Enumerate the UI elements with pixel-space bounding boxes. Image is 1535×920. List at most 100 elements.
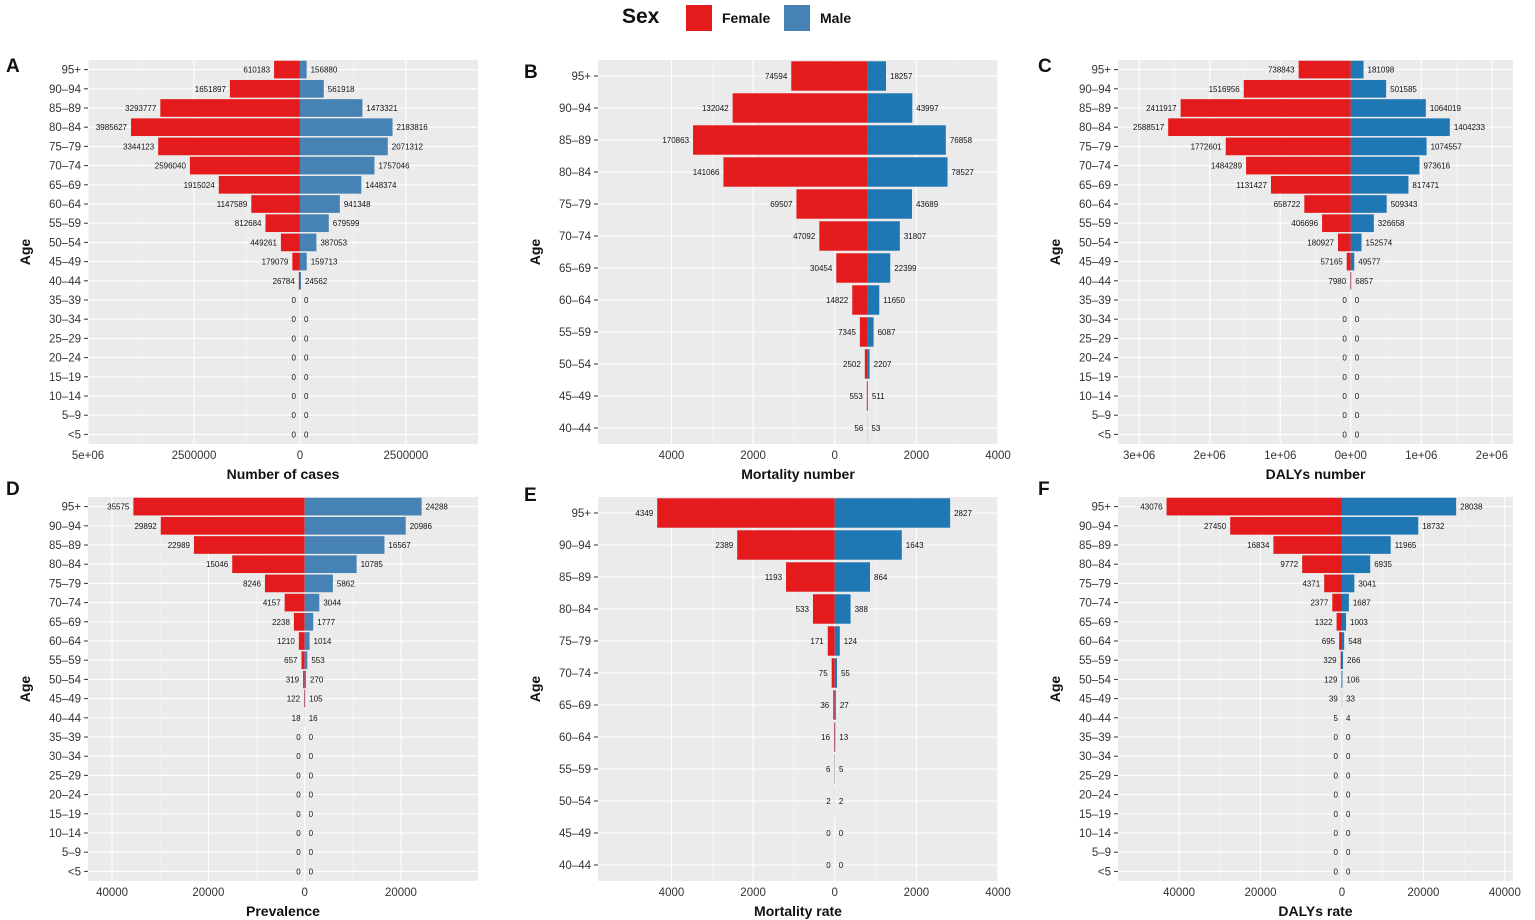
data-label-female-85-89: 22989 xyxy=(168,541,191,550)
y-tick-label-75-79: 75–79 xyxy=(559,199,591,211)
data-label-male-90-94: 43997 xyxy=(916,104,939,113)
bar-female-80-84 xyxy=(812,594,835,624)
data-label-female-55-59: 329 xyxy=(1323,656,1337,665)
x-tick-label: 4000 xyxy=(985,450,1011,462)
data-label-female-5: 0 xyxy=(1342,430,1347,439)
data-label-female-60-64: 14822 xyxy=(826,296,849,305)
data-label-male-70-74: 3044 xyxy=(323,599,341,608)
bar-female-40-44 xyxy=(298,271,300,290)
y-axis-title: Age xyxy=(17,239,33,266)
data-label-male-25-29: 0 xyxy=(304,334,309,343)
data-label-male-90-94: 20986 xyxy=(410,522,433,531)
data-label-male-50-54: 152574 xyxy=(1366,238,1393,247)
x-axis-title: DALYs rate xyxy=(1278,903,1352,919)
data-label-male-60-64: 11650 xyxy=(883,296,905,305)
x-tick-label: 2000 xyxy=(740,450,766,462)
chart-panel-f: 40000 20000 0 20000 4000095+90–9485–8980–847… xyxy=(1038,479,1521,919)
bar-female-55-59 xyxy=(301,651,305,670)
data-label-male-40-44: 24562 xyxy=(305,277,328,286)
y-tick-label-5: <5 xyxy=(68,866,81,878)
bar-female-45-49 xyxy=(304,689,305,708)
panel-tag: D xyxy=(6,479,20,500)
bar-male-90-94 xyxy=(1341,516,1419,535)
y-tick-label-95: 95+ xyxy=(571,508,591,520)
bar-female-85-89 xyxy=(160,99,300,117)
bar-female-50-54 xyxy=(1341,670,1342,689)
data-label-male-20-24: 0 xyxy=(1355,354,1360,363)
y-tick-label-60-64: 60–64 xyxy=(1079,199,1112,211)
y-tick-label-65-69: 65–69 xyxy=(559,700,591,712)
x-tick-label: 4000 xyxy=(659,887,685,899)
bar-male-70-74 xyxy=(299,156,375,175)
data-label-male-60-64: 548 xyxy=(1348,637,1362,646)
bar-male-95 xyxy=(304,497,422,516)
bar-female-80-84 xyxy=(232,555,305,574)
data-label-female-25-29: 0 xyxy=(292,334,297,343)
y-tick-label-30-34: 30–34 xyxy=(1079,314,1112,326)
bar-female-60-64 xyxy=(852,285,868,315)
data-label-female-10-14: 0 xyxy=(296,829,301,838)
data-label-female-25-29: 0 xyxy=(296,771,301,780)
data-label-female-65-69: 1131427 xyxy=(1236,181,1267,190)
bar-male-60-64 xyxy=(1350,195,1387,213)
data-label-female-50-54: 2 xyxy=(826,797,831,806)
y-tick-label-5-9: 5–9 xyxy=(62,847,81,859)
bar-male-50-54 xyxy=(299,233,317,252)
data-label-male-15-19: 0 xyxy=(309,810,314,819)
x-tick-label: 40000 xyxy=(1163,887,1195,899)
data-label-female-95: 738843 xyxy=(1268,66,1295,75)
data-label-male-50-54: 2 xyxy=(839,797,844,806)
panel-tag: F xyxy=(1038,479,1050,500)
y-tick-label-70-74: 70–74 xyxy=(1079,598,1112,610)
y-tick-label-50-54: 50–54 xyxy=(559,359,592,371)
data-label-male-60-64: 509343 xyxy=(1391,200,1418,209)
data-label-male-30-34: 0 xyxy=(1346,752,1351,761)
x-tick-label: 2000 xyxy=(904,887,930,899)
y-tick-label-35-39: 35–39 xyxy=(1079,295,1111,307)
data-label-male-85-89: 1064019 xyxy=(1430,104,1462,113)
data-label-male-70-74: 55 xyxy=(841,669,850,678)
x-tick-label: 20000 xyxy=(1245,887,1277,899)
bar-female-90-94 xyxy=(732,93,868,123)
y-tick-label-65-69: 65–69 xyxy=(49,617,81,629)
data-label-female-60-64: 1147589 xyxy=(217,200,248,209)
data-label-male-45-49: 33 xyxy=(1346,695,1355,704)
bar-male-80-84 xyxy=(1341,555,1371,574)
x-tick-label: 20000 xyxy=(1407,887,1439,899)
y-tick-label-65-69: 65–69 xyxy=(49,180,81,192)
bar-female-60-64 xyxy=(1304,195,1351,213)
y-tick-label-5-9: 5–9 xyxy=(1092,410,1111,422)
data-label-female-65-69: 2238 xyxy=(272,618,290,627)
bar-male-85-89 xyxy=(1341,536,1391,554)
y-tick-label-35-39: 35–39 xyxy=(49,295,81,307)
bar-male-80-84 xyxy=(299,118,393,137)
bar-male-45-49 xyxy=(867,381,868,411)
data-label-female-30-34: 0 xyxy=(1334,752,1339,761)
x-tick-label: 2500000 xyxy=(172,450,217,462)
data-label-female-60-64: 1210 xyxy=(277,637,295,646)
data-label-female-30-34: 0 xyxy=(1342,315,1347,324)
data-label-female-65-69: 1322 xyxy=(1315,618,1333,627)
data-label-female-85-89: 3293777 xyxy=(125,104,157,113)
data-label-male-35-39: 0 xyxy=(304,296,309,305)
data-label-female-95: 43076 xyxy=(1140,503,1163,512)
y-tick-label-85-89: 85–89 xyxy=(559,135,591,147)
data-label-male-35-39: 0 xyxy=(309,733,314,742)
data-label-male-55-59: 6087 xyxy=(878,328,896,337)
bar-female-55-59 xyxy=(1340,651,1342,670)
bar-female-85-89 xyxy=(786,562,835,592)
bar-male-50-54 xyxy=(867,349,870,379)
y-tick-label-80-84: 80–84 xyxy=(559,167,592,179)
bar-male-85-89 xyxy=(299,99,363,117)
data-label-female-45-49: 0 xyxy=(826,829,831,838)
bar-male-90-94 xyxy=(299,79,324,98)
bar-male-65-69 xyxy=(304,612,314,631)
x-tick-label: 2500000 xyxy=(384,450,429,462)
data-label-male-15-19: 0 xyxy=(1355,373,1360,382)
bar-male-70-74 xyxy=(867,221,900,251)
data-label-male-50-54: 387053 xyxy=(320,238,347,247)
data-label-female-15-19: 0 xyxy=(1342,373,1347,382)
data-label-female-95: 35575 xyxy=(107,503,130,512)
data-label-male-5: 0 xyxy=(304,430,309,439)
bar-male-60-64 xyxy=(867,285,880,315)
